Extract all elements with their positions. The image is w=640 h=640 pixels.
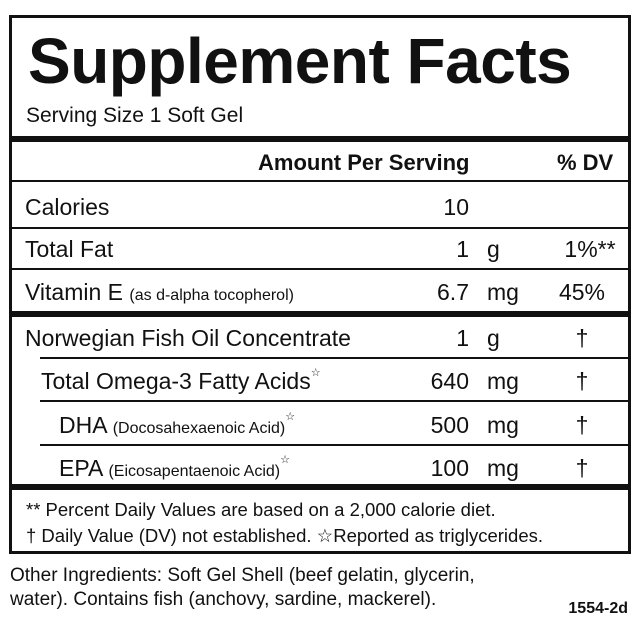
- dv-header: % DV: [557, 150, 614, 175]
- nutrient-amount: 1: [456, 325, 469, 351]
- nutrient-unit: mg: [487, 368, 519, 394]
- nutrient-dv: †: [575, 412, 589, 438]
- nutrient-amount: 640: [430, 368, 469, 394]
- nutrient-amount: 500: [430, 412, 469, 438]
- nutrient-name-text: DHA: [59, 412, 107, 438]
- nutrient-row-total-fat: Total Fat 1 g 1%**: [12, 234, 628, 264]
- nutrient-name-text: Total Omega-3 Fatty Acids: [41, 368, 311, 394]
- nutrient-source: (Eicosapentaenoic Acid): [108, 463, 281, 480]
- nutrient-source: (Docosahexaenoic Acid): [112, 420, 286, 437]
- star-icon: ☆: [310, 367, 321, 379]
- nutrient-unit: g: [487, 236, 500, 262]
- other-ingredients-line-1: Other Ingredients: Soft Gel Shell (beef …: [10, 565, 475, 586]
- nutrient-row-epa: EPA (Eicosapentaenoic Acid)☆ 100 mg †: [12, 453, 628, 483]
- nutrient-row-calories: Calories 10: [12, 192, 628, 222]
- divider-thick: [12, 484, 628, 490]
- divider-thick: [12, 311, 628, 317]
- nutrient-amount: 1: [456, 236, 469, 262]
- nutrient-name: DHA (Docosahexaenoic Acid)☆: [59, 410, 295, 444]
- star-icon: ☆: [280, 454, 290, 466]
- nutrient-dv: †: [575, 368, 589, 394]
- nutrient-dv: 45%: [558, 279, 606, 305]
- amount-per-serving-header: Amount Per Serving: [258, 150, 470, 175]
- divider: [40, 357, 628, 359]
- nutrient-unit: mg: [487, 279, 519, 305]
- divider: [12, 268, 628, 270]
- star-icon: ☆: [285, 411, 296, 423]
- nutrient-row-vitamin-e: Vitamin E (as d-alpha tocopherol) 6.7 mg…: [12, 277, 628, 307]
- nutrient-name: Norwegian Fish Oil Concentrate: [25, 325, 351, 351]
- nutrient-dv: 1%**: [564, 236, 616, 262]
- nutrient-amount: 6.7: [437, 279, 469, 305]
- nutrient-name: Total Omega-3 Fatty Acids☆: [41, 366, 321, 396]
- divider: [12, 227, 628, 229]
- nutrient-unit: g: [487, 325, 500, 351]
- nutrient-row-omega-3: Total Omega-3 Fatty Acids☆ 640 mg †: [12, 366, 628, 396]
- serving-size: Serving Size 1 Soft Gel: [26, 104, 244, 127]
- nutrient-row-dha: DHA (Docosahexaenoic Acid)☆ 500 mg †: [12, 410, 628, 440]
- footnote-dv-basis: ** Percent Daily Values are based on a 2…: [26, 499, 496, 520]
- panel-title: Supplement Facts: [28, 25, 572, 97]
- nutrient-name-text: Vitamin E: [25, 279, 124, 305]
- nutrient-name: Total Fat: [25, 236, 114, 262]
- other-ingredients-line-2: water). Contains fish (anchovy, sardine,…: [10, 589, 437, 610]
- divider-thick: [12, 136, 628, 142]
- nutrient-unit: mg: [487, 455, 519, 481]
- footnote-dv-not-established: † Daily Value (DV) not established. ☆Rep…: [26, 525, 544, 546]
- nutrient-name: Calories: [25, 194, 110, 220]
- nutrient-unit: mg: [487, 412, 519, 438]
- nutrient-name: Vitamin E (as d-alpha tocopherol): [25, 277, 294, 311]
- divider: [12, 180, 628, 182]
- nutrient-dv: †: [575, 325, 589, 351]
- nutrient-amount: 100: [430, 455, 469, 481]
- nutrient-name-text: EPA: [59, 455, 103, 481]
- divider: [40, 400, 628, 402]
- product-code: 1554-2d: [568, 600, 628, 617]
- supplement-facts-panel: Supplement Facts Serving Size 1 Soft Gel…: [9, 15, 631, 554]
- nutrient-name: EPA (Eicosapentaenoic Acid)☆: [59, 453, 290, 487]
- divider: [40, 444, 628, 446]
- nutrient-source: (as d-alpha tocopherol): [129, 287, 294, 304]
- nutrient-amount: 10: [443, 194, 469, 220]
- nutrient-row-fish-oil: Norwegian Fish Oil Concentrate 1 g †: [12, 323, 628, 353]
- nutrient-dv: †: [575, 455, 589, 481]
